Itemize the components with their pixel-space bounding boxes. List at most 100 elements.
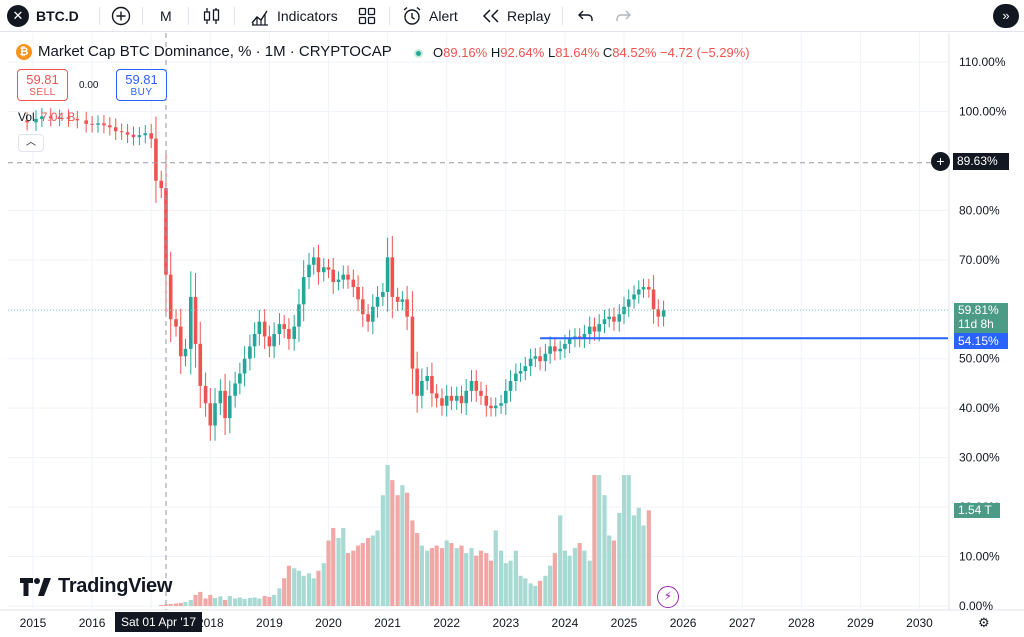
candle-body (504, 390, 508, 404)
volume-bar (478, 550, 484, 606)
volume-bar (474, 555, 479, 606)
sell-button[interactable]: 59.81 SELL (17, 69, 68, 101)
candle-body (360, 299, 365, 315)
candle-body (316, 257, 321, 273)
volume-bar (168, 603, 173, 606)
candle-body (84, 120, 88, 124)
candle-body (198, 343, 203, 386)
candle-body (252, 334, 257, 347)
chart-type-button[interactable] (202, 0, 222, 32)
candle-body (514, 373, 518, 381)
spread-value: 0.00 (79, 80, 99, 91)
undo-button[interactable] (576, 0, 596, 32)
candle-body (563, 343, 567, 349)
replay-label: Replay (507, 8, 551, 24)
candle-body (233, 383, 237, 396)
high-label: H (490, 45, 501, 60)
volume-bar (537, 580, 543, 606)
candle-body (543, 353, 548, 362)
indicators-button[interactable]: Indicators (249, 0, 338, 32)
x-tick-label: 2018 (197, 616, 224, 630)
volume-bar (518, 575, 523, 606)
x-tick-label: 2016 (79, 616, 106, 630)
candle-body (523, 366, 528, 372)
candle-body (553, 346, 557, 352)
layout-button[interactable] (357, 0, 377, 32)
symbol-search-button[interactable]: BTC.D (36, 0, 79, 32)
candle-body (518, 371, 523, 374)
volume-bar (233, 598, 238, 606)
candle-body (641, 287, 646, 290)
volume-bar (444, 540, 449, 606)
close-icon[interactable]: ✕ (7, 5, 29, 27)
double-chevron-right-icon[interactable]: » (993, 4, 1019, 28)
candle-body (301, 277, 306, 305)
x-tick-label: 2021 (374, 616, 401, 630)
volume-bar (336, 538, 341, 606)
volume-bar (227, 595, 232, 606)
volume-bar (163, 604, 169, 606)
candle-body (612, 316, 616, 322)
chevron-up-icon: ︿ (26, 137, 36, 148)
volume-bar (316, 570, 321, 606)
candle-body (321, 267, 326, 273)
market-status-icon (414, 49, 423, 58)
candle-body (499, 403, 503, 406)
interval-label: M (160, 8, 172, 24)
x-tick-label: 2029 (847, 616, 874, 630)
volume-bar (454, 548, 459, 606)
volume-bar (159, 604, 164, 606)
volume-bar (597, 475, 602, 606)
volume-bar (370, 535, 375, 606)
replay-button[interactable]: Replay (481, 0, 551, 32)
candle-body (131, 134, 136, 138)
volume-bar (272, 594, 277, 606)
add-symbol-button[interactable] (110, 0, 132, 32)
redo-button[interactable] (613, 0, 633, 32)
candle-body (661, 310, 666, 317)
volume-bar (262, 595, 267, 606)
y-tick-label: 70.00% (959, 253, 1000, 267)
x-tick-label: 2026 (670, 616, 697, 630)
candle-body (137, 135, 142, 138)
toolbar-divider (188, 7, 189, 25)
x-tick-label: 2025 (611, 616, 638, 630)
candle-body (558, 348, 562, 352)
volume-bar (419, 545, 424, 606)
candle-body (48, 116, 53, 119)
tradingview-logo[interactable]: TradingView (20, 575, 172, 598)
candle-body (351, 279, 356, 288)
collapse-legend-button[interactable]: ︿ (18, 134, 44, 152)
volume-price-tag: 1.54 T (954, 503, 1000, 518)
volume-bar (321, 563, 326, 606)
volume-bar (326, 540, 331, 606)
price-chart[interactable]: 110.00%100.00%80.00%70.00%60.00%50.00%40… (0, 33, 1024, 637)
candle-body (656, 309, 661, 317)
gear-icon[interactable]: ⚙ (978, 615, 990, 630)
lightning-icon[interactable]: ⚡ (657, 586, 679, 608)
buy-button[interactable]: 59.81 BUY (116, 69, 167, 101)
volume-bar (365, 538, 371, 606)
volume-bar (528, 583, 533, 606)
candle-body (238, 373, 242, 384)
volume-bar (341, 527, 346, 606)
candle-body (395, 296, 400, 302)
candle-body (371, 306, 375, 322)
candle-body (336, 279, 341, 283)
candle-body (434, 393, 439, 399)
candle-body (257, 321, 262, 334)
volume-bar (513, 550, 518, 606)
alert-button[interactable]: Alert (401, 0, 458, 32)
add-alert-plus-icon[interactable]: + (931, 152, 950, 171)
tradingview-mark-icon (20, 577, 51, 596)
volume-bar (636, 507, 641, 606)
volume-bar (562, 550, 567, 606)
redo-icon (616, 10, 631, 21)
volume-bar (222, 599, 228, 606)
volume-bar (631, 515, 637, 606)
candle-body (178, 326, 183, 357)
interval-button[interactable]: M (160, 0, 172, 32)
close-value: 84.52% (612, 45, 657, 60)
candle-body (617, 314, 622, 322)
candle-body (430, 376, 434, 394)
